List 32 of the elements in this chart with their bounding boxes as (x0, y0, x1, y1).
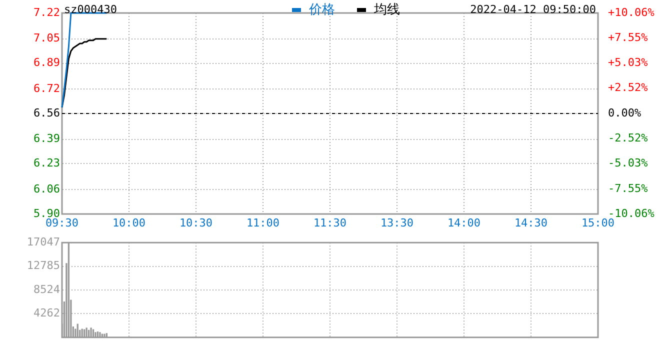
x-tick-label: 14:30 (514, 216, 548, 230)
y2-tick-label: +10.06% (608, 6, 655, 19)
y-tick-label: 8524 (34, 282, 60, 296)
x-tick-label: 13:30 (380, 216, 414, 230)
y-tick-label: 17047 (26, 235, 60, 248)
x-tick-label: 10:30 (179, 216, 213, 230)
y-tick-label: 6.23 (34, 156, 60, 170)
y-tick-label: 12785 (26, 259, 60, 272)
y2-tick-label: +5.03% (608, 56, 648, 70)
y-tick-label: 7.22 (34, 6, 60, 19)
y-tick-label: 6.39 (34, 132, 60, 146)
legend-label: 均线 (373, 2, 400, 18)
y2-tick-label: +2.52% (608, 81, 648, 94)
y2-tick-label: -5.03% (608, 156, 648, 170)
y-tick-label: 6.72 (34, 82, 60, 95)
y-tick-label: 6.89 (34, 56, 60, 70)
annotation: 2022-04-12 09:50:00 (470, 2, 596, 16)
y2-tick-label: +7.55% (608, 30, 648, 44)
y-tick-label: 6.56 (34, 106, 60, 120)
x-tick-label: 10:00 (112, 216, 146, 230)
y2-tick-label: -7.55% (608, 182, 648, 195)
x-tick-label: 15:00 (581, 216, 615, 230)
y2-tick-label: -2.52% (608, 132, 648, 145)
y-tick-label: 7.05 (34, 32, 60, 45)
x-tick-label: 14:00 (447, 216, 481, 230)
legend-label: 价格 (308, 2, 335, 18)
x-tick-label: 09:30 (45, 216, 79, 230)
y-tick-label: 4262 (34, 306, 60, 320)
x-tick-label: 11:00 (246, 216, 280, 230)
y-tick-label: 6.06 (34, 182, 60, 196)
x-tick-label: 11:30 (313, 216, 347, 230)
y2-tick-label: 0.00% (608, 106, 642, 120)
